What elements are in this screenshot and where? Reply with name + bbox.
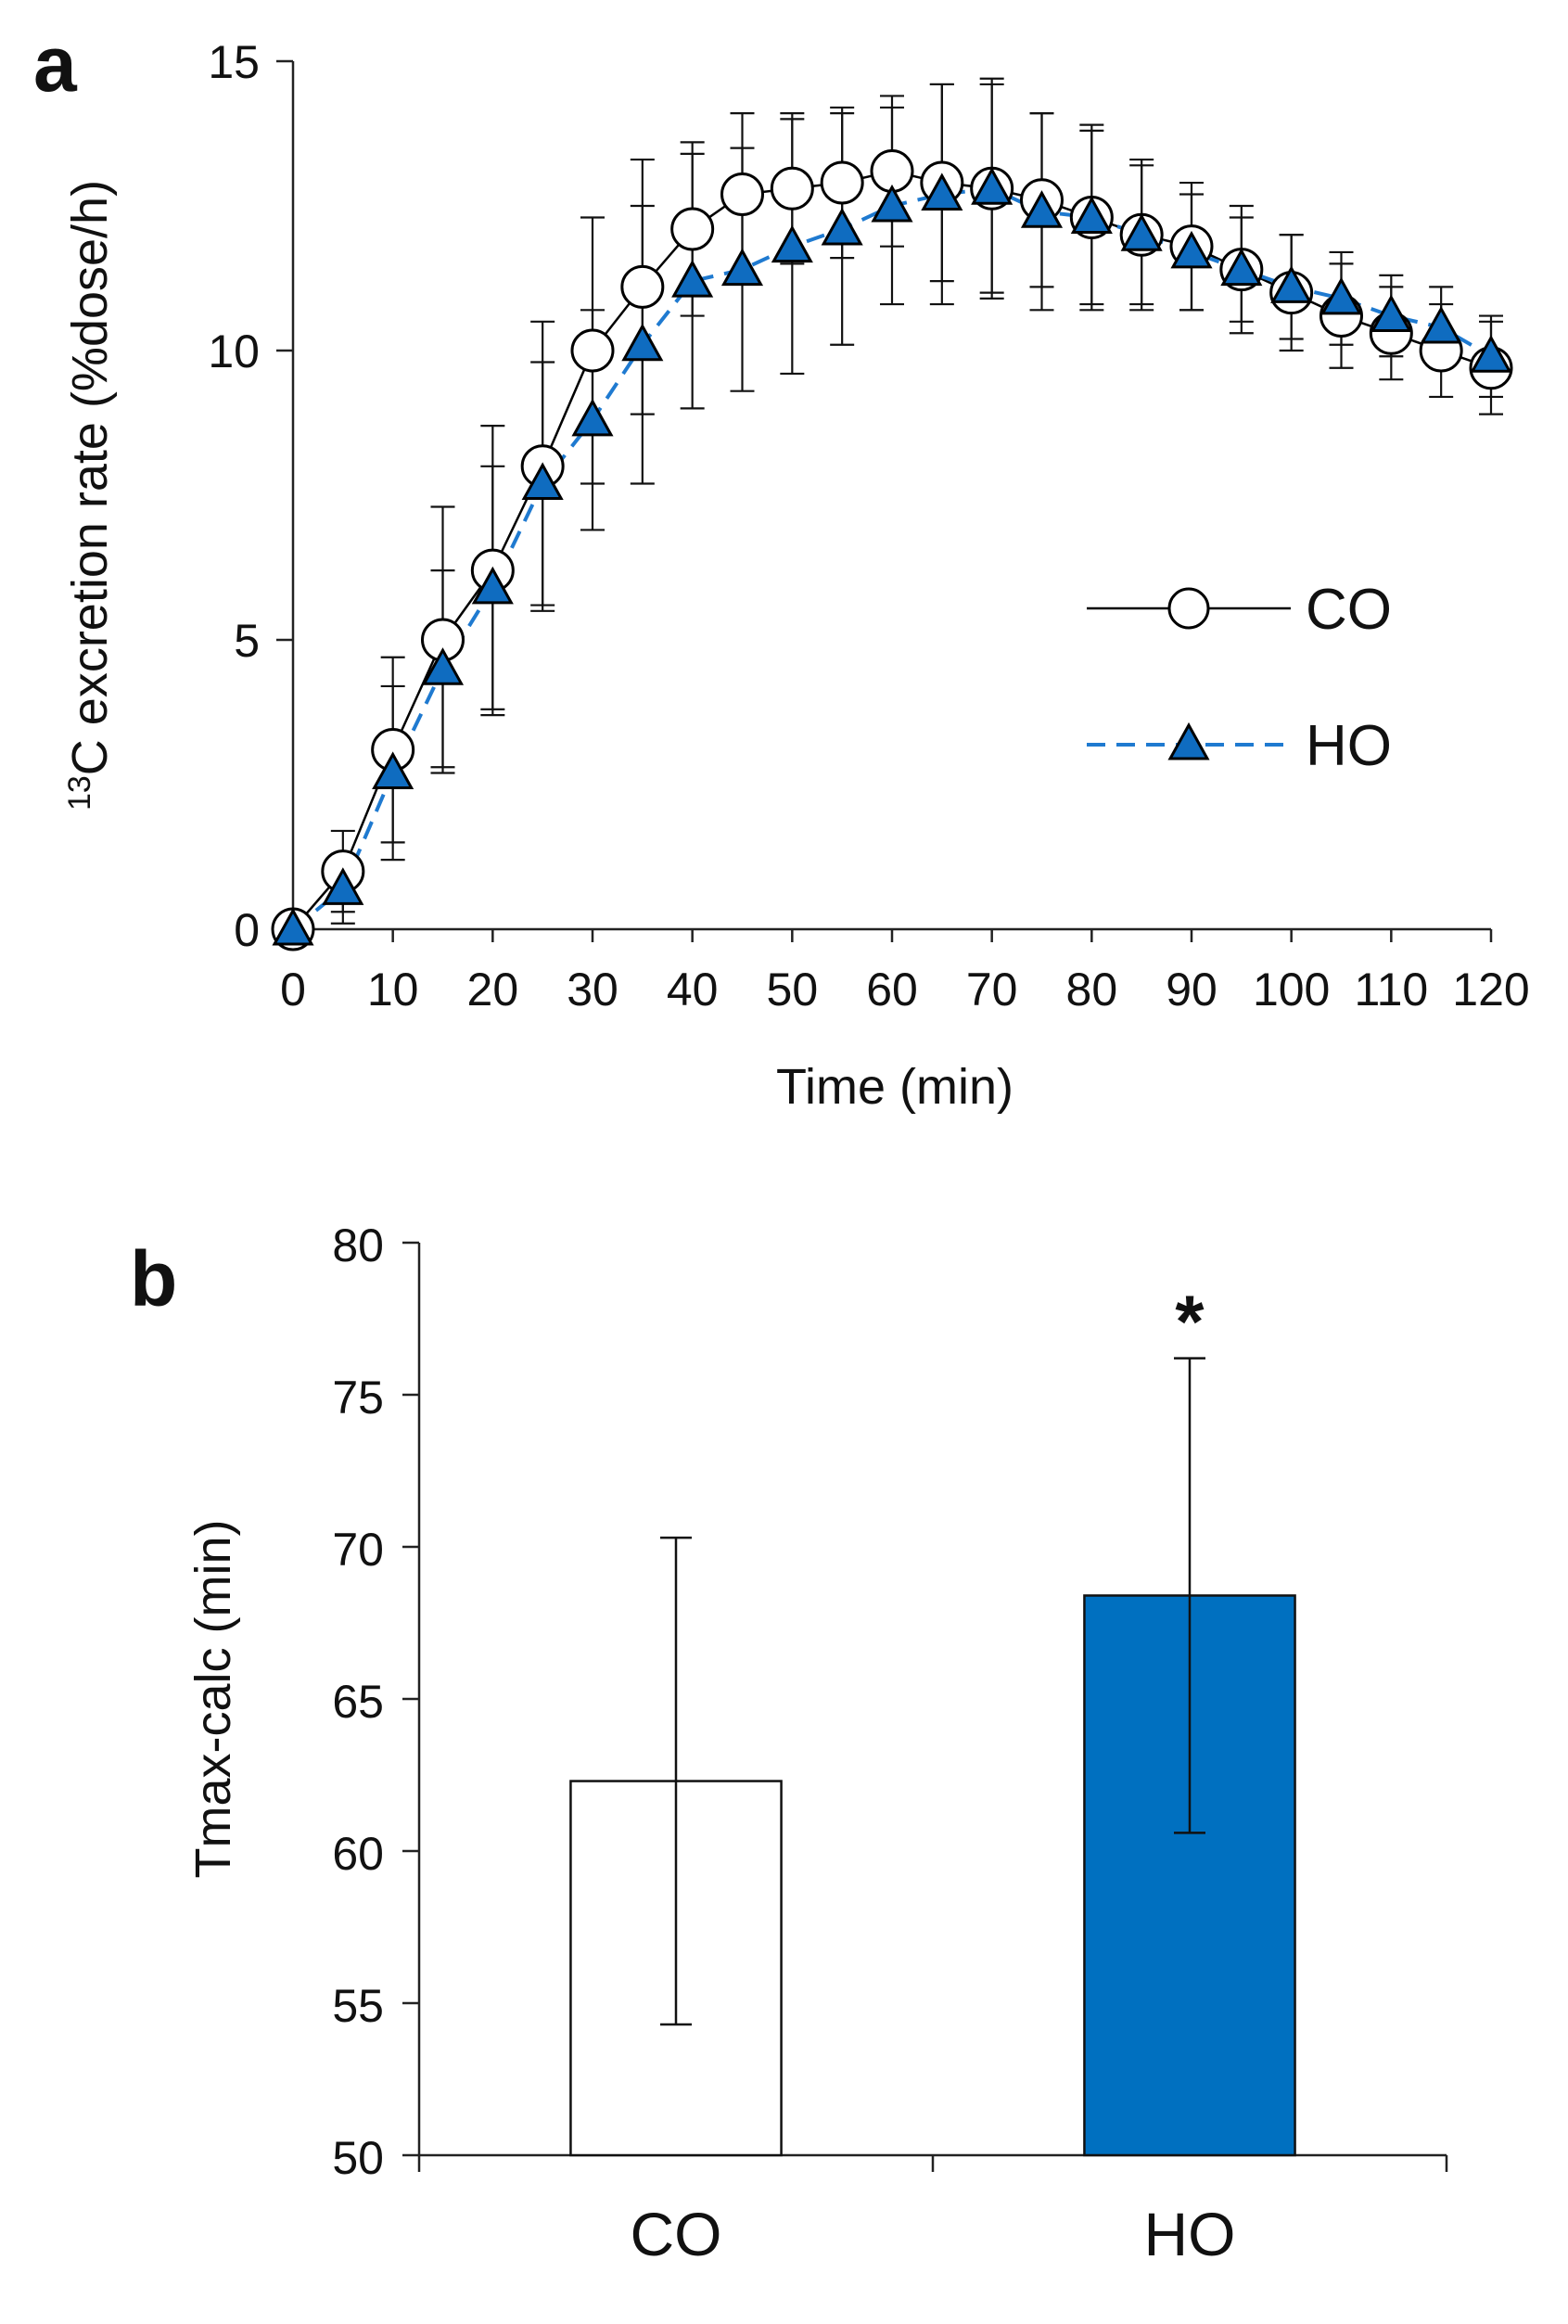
panel-a-markers: [271, 149, 1513, 951]
category-label-co: CO: [631, 2200, 722, 2268]
data-point-ho: [322, 867, 364, 905]
data-point-ho: [1220, 248, 1263, 287]
data-point-co: [720, 172, 764, 217]
legend-ho-label: HO: [1306, 714, 1392, 778]
data-point-co: [620, 264, 665, 309]
panel-a-x-tick-label: 50: [767, 964, 819, 1015]
panel-a-y-axis-title-superscript: 13: [62, 775, 97, 811]
data-point-ho: [372, 751, 414, 790]
panel-a-x-tick-label: 30: [567, 964, 618, 1015]
data-point-co: [570, 328, 615, 373]
data-point-ho: [571, 398, 614, 437]
panel-a-x-tick-label: 80: [1066, 964, 1118, 1015]
legend-ho-marker: [1167, 721, 1210, 760]
panel-a-letter: a: [33, 20, 78, 108]
panel-a-ticks: 0 5 10 15 0 10 20 30 40 50 60 70 80 90 100 110 120: [208, 36, 1529, 1015]
panel-a-x-tick-label: 10: [367, 964, 419, 1015]
panel-b-y-tick-label: 75: [332, 1372, 384, 1424]
panel-a-x-tick-label: 20: [467, 964, 519, 1015]
significance-asterisk: *: [1175, 1281, 1205, 1363]
panel-a-x-tick-label: 110: [1354, 964, 1428, 1015]
panel-b-ticks: 50 55 60 65 70 75 80 CO HO: [332, 1219, 1448, 2268]
data-point-ho: [1420, 305, 1462, 344]
panel-a-line-chart: a 0 5 10 15 0 10 20 30 40 50 60 70 80 90 100 110 120 CO …: [33, 20, 1530, 1115]
error-bar-ho: [1174, 1357, 1205, 1834]
legend-co-label: CO: [1306, 578, 1392, 642]
panel-b-letter: b: [130, 1235, 177, 1322]
data-point-ho: [971, 167, 1013, 205]
panel-b-y-tick-label: 80: [332, 1219, 384, 1271]
panel-a-y-axis-title-text: C excretion rate (%dose/h): [62, 180, 118, 775]
panel-b-y-tick-label: 70: [332, 1524, 384, 1576]
panel-a-x-tick-label: 0: [280, 964, 306, 1015]
data-point-co: [820, 160, 864, 205]
panel-a-x-tick-label: 120: [1452, 964, 1529, 1015]
panel-a-y-tick-label: 5: [234, 615, 260, 667]
data-point-ho: [1270, 265, 1313, 303]
panel-b-y-axis-title: Tmax-calc (min): [185, 1520, 241, 1879]
data-point-ho: [421, 647, 465, 685]
panel-a-y-tick-label: 10: [208, 326, 260, 377]
panel-a-legend: CO HO: [1087, 578, 1392, 778]
panel-a-x-tick-label: 70: [966, 964, 1018, 1015]
panel-b-y-tick-label: 65: [332, 1676, 384, 1728]
data-point-ho: [1070, 196, 1113, 234]
panel-b-y-tick-label: 55: [332, 1980, 384, 2032]
data-point-ho: [1170, 230, 1213, 269]
data-point-ho: [1120, 213, 1163, 251]
panel-b-y-tick-label: 60: [332, 1828, 384, 1880]
data-point-ho: [471, 566, 514, 605]
data-point-ho: [521, 462, 564, 501]
panel-a-y-tick-label: 0: [234, 904, 260, 956]
panel-b-y-tick-label: 50: [332, 2132, 384, 2184]
data-point-ho: [771, 224, 813, 263]
panel-b-annotations: *: [1175, 1281, 1205, 1363]
data-point-co: [670, 207, 715, 251]
panel-a-y-tick-label: 15: [208, 36, 260, 88]
data-point-ho: [1370, 294, 1412, 333]
data-point-co: [770, 166, 814, 211]
data-point-ho: [671, 260, 714, 298]
legend-co-marker: [1167, 587, 1210, 630]
data-point-ho: [821, 207, 863, 246]
panel-b-bars: [569, 1594, 1296, 2157]
data-point-ho: [272, 907, 314, 946]
panel-b-error-bars: [660, 1357, 1205, 2026]
data-point-ho: [621, 323, 664, 362]
panel-b-bar-chart: b 50 55 60 65 70 75 80 CO HO * Tmax-calc (min): [130, 1219, 1448, 2268]
panel-a-y-axis-title: 13C excretion rate (%dose/h): [62, 180, 118, 811]
error-bar-co: [660, 1536, 692, 2026]
panel-a-x-tick-label: 40: [667, 964, 719, 1015]
data-point-ho: [871, 184, 913, 223]
panel-a-x-tick-label: 90: [1166, 964, 1217, 1015]
panel-a-error-bars: [330, 77, 1503, 925]
panel-a-x-tick-label: 100: [1253, 964, 1330, 1015]
data-point-ho: [1319, 276, 1363, 315]
category-label-ho: HO: [1144, 2200, 1236, 2268]
data-point-ho: [921, 172, 963, 211]
panel-a-x-tick-label: 60: [866, 964, 918, 1015]
data-point-ho: [1470, 335, 1512, 373]
data-point-ho: [1020, 190, 1064, 228]
panel-a-x-axis-title: Time (min): [776, 1059, 1013, 1115]
data-point-ho: [720, 248, 764, 287]
